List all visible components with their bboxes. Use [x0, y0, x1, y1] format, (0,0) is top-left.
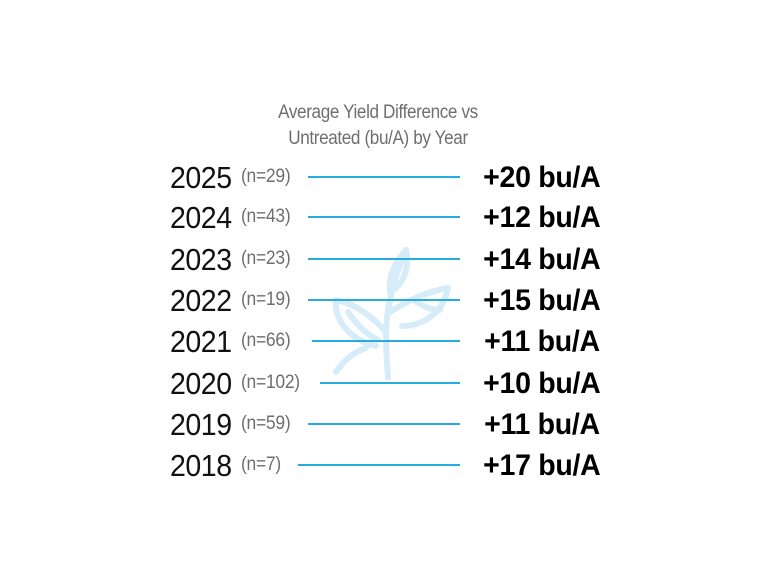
- chart-title-line-1: Average Yield Difference vs: [278, 102, 478, 123]
- yield-row-2022: 2022 (n=19) +15 bu/A: [170, 281, 610, 321]
- leader-line: [308, 176, 460, 178]
- yield-value-label: +15 bu/A: [482, 284, 601, 317]
- sample-size-label: (n=19): [241, 289, 291, 310]
- sample-size-label: (n=59): [241, 413, 291, 434]
- year-label: 2022: [170, 283, 232, 318]
- yield-value-label: +10 bu/A: [482, 367, 601, 400]
- year-label: 2019: [170, 407, 232, 442]
- year-label: 2023: [170, 242, 232, 277]
- sample-size-label: (n=29): [241, 166, 291, 187]
- yield-row-2021: 2021 (n=66) +11 bu/A: [170, 322, 610, 362]
- yield-row-2019: 2019 (n=59) +11 bu/A: [170, 405, 610, 445]
- yield-row-2020: 2020 (n=102) +10 bu/A: [170, 364, 610, 404]
- leader-line: [308, 258, 460, 260]
- sample-size-label: (n=102): [241, 372, 300, 393]
- yield-row-2018: 2018 (n=7) +17 bu/A: [170, 446, 610, 486]
- yield-value-label: +11 bu/A: [484, 408, 600, 441]
- leader-line: [298, 464, 460, 466]
- yield-row-2024: 2024 (n=43) +12 bu/A: [170, 198, 610, 238]
- year-label: 2024: [170, 200, 232, 235]
- chart-title: Average Yield Difference vs Untreated (b…: [218, 100, 538, 152]
- year-label: 2020: [170, 366, 232, 401]
- leader-line: [308, 299, 460, 301]
- yield-row-2025: 2025 (n=29) +20 bu/A: [170, 158, 610, 198]
- sample-size-label: (n=66): [241, 330, 291, 351]
- sample-size-label: (n=23): [241, 248, 291, 269]
- yield-value-label: +17 bu/A: [482, 449, 601, 482]
- yield-value-label: +14 bu/A: [482, 243, 601, 276]
- year-label: 2018: [170, 448, 232, 483]
- yield-value-label: +11 bu/A: [484, 325, 600, 358]
- leader-line: [312, 340, 460, 342]
- yield-row-2023: 2023 (n=23) +14 bu/A: [170, 240, 610, 280]
- yield-value-label: +12 bu/A: [482, 201, 601, 234]
- leader-line: [308, 423, 460, 425]
- year-label: 2021: [170, 324, 232, 359]
- sample-size-label: (n=43): [241, 206, 291, 227]
- leader-line: [308, 216, 460, 218]
- chart-title-line-2: Untreated (bu/A) by Year: [288, 128, 468, 149]
- yield-value-label: +20 bu/A: [482, 161, 601, 194]
- sample-size-label: (n=7): [241, 454, 281, 475]
- year-label: 2025: [170, 160, 232, 195]
- leader-line: [320, 382, 460, 384]
